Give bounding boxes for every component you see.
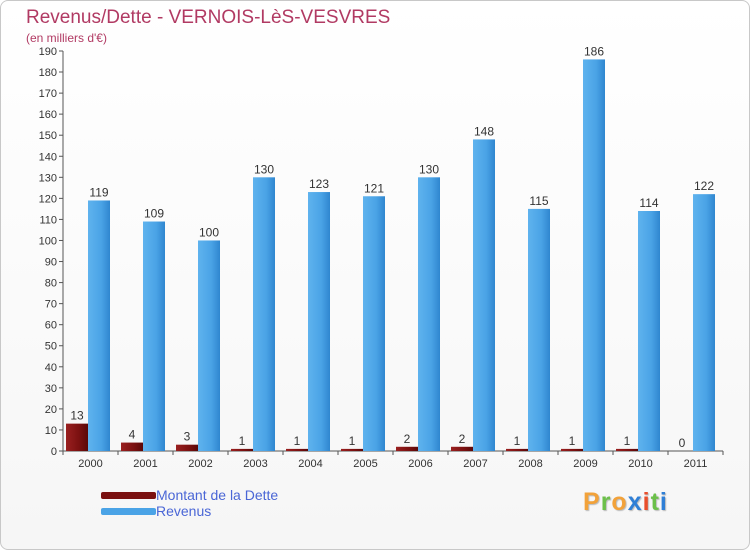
bar-revenus — [693, 194, 715, 451]
legend-label-dette: Montant de la Dette — [156, 487, 279, 503]
bar-revenus — [88, 200, 110, 451]
bar-revenus — [583, 59, 605, 451]
bar-dette — [561, 448, 583, 451]
chart-title: Revenus/Dette - VERNOIS-LèS-VESVRES — [26, 7, 391, 28]
x-tick-label: 2001 — [133, 458, 157, 470]
data-label-dette: 1 — [349, 434, 356, 448]
bar-dette — [286, 448, 308, 451]
y-tick-label: 170 — [39, 88, 57, 100]
x-tick-label: 2007 — [463, 458, 487, 470]
bar-dette — [231, 448, 253, 451]
data-label-revenus: 119 — [89, 185, 108, 199]
bar-dette — [396, 446, 418, 451]
legend-swatch-revenus — [101, 507, 156, 515]
y-tick-label: 120 — [39, 193, 57, 205]
y-tick-label: 160 — [39, 109, 57, 121]
y-tick-label: 30 — [45, 383, 57, 395]
y-tick-label: 180 — [39, 67, 57, 79]
bar-dette — [176, 444, 198, 451]
y-tick-label: 0 — [51, 446, 57, 458]
bar-dette — [451, 446, 473, 451]
data-label-revenus: 148 — [474, 124, 494, 138]
y-tick-label: 80 — [45, 278, 57, 290]
x-tick-label: 2010 — [628, 458, 652, 470]
bar-revenus — [198, 240, 220, 451]
legend-item-revenus: Revenus — [101, 503, 211, 519]
y-tick-label: 60 — [45, 320, 57, 332]
data-label-revenus: 122 — [694, 179, 714, 193]
y-tick-label: 20 — [45, 404, 57, 416]
x-tick-label: 2011 — [684, 458, 708, 470]
legend: Montant de la Dette Revenus — [101, 487, 278, 519]
y-tick-label: 130 — [39, 172, 57, 184]
y-tick-label: 10 — [45, 425, 57, 437]
chart-subtitle: (en milliers d'€) — [26, 31, 107, 45]
bar-revenus — [363, 196, 385, 451]
bar-revenus — [253, 177, 275, 451]
data-label-dette: 0 — [679, 436, 686, 450]
data-label-dette: 3 — [184, 430, 191, 444]
bar-dette — [341, 448, 363, 451]
data-label-revenus: 121 — [364, 181, 384, 195]
y-tick-label: 90 — [45, 257, 57, 269]
bar-revenus — [638, 211, 660, 451]
data-label-revenus: 114 — [639, 196, 658, 210]
x-tick-label: 2006 — [408, 458, 432, 470]
legend-item-dette: Montant de la Dette — [101, 487, 278, 503]
x-tick-label: 2002 — [188, 458, 212, 470]
bar-dette — [121, 442, 143, 451]
legend-label-revenus: Revenus — [156, 503, 212, 519]
bar-dette — [616, 448, 638, 451]
bar-revenus — [418, 177, 440, 451]
data-label-dette: 1 — [294, 434, 301, 448]
y-tick-label: 100 — [39, 235, 57, 247]
data-label-dette: 13 — [70, 409, 84, 423]
x-tick-label: 2003 — [243, 458, 267, 470]
y-tick-label: 50 — [45, 341, 57, 353]
data-label-dette: 2 — [459, 432, 466, 446]
bar-revenus — [308, 192, 330, 452]
y-tick-label: 110 — [39, 214, 57, 226]
bar-dette — [506, 448, 528, 451]
data-label-revenus: 123 — [309, 177, 329, 191]
data-label-revenus: 130 — [254, 162, 274, 176]
bar-revenus — [143, 221, 165, 451]
y-tick-label: 190 — [39, 46, 57, 58]
data-label-dette: 4 — [129, 428, 136, 442]
bar-dette — [66, 423, 88, 451]
x-tick-label: 2005 — [353, 458, 377, 470]
x-tick-label: 2000 — [78, 458, 102, 470]
bar-revenus — [528, 208, 550, 451]
y-tick-label: 150 — [39, 130, 57, 142]
x-tick-label: 2009 — [573, 458, 597, 470]
legend-swatch-dette — [101, 491, 156, 499]
data-label-dette: 1 — [239, 434, 246, 448]
data-label-dette: 1 — [569, 434, 576, 448]
data-label-revenus: 109 — [144, 207, 164, 221]
data-label-revenus: 115 — [529, 194, 548, 208]
y-tick-label: 70 — [45, 299, 57, 311]
data-label-revenus: 186 — [584, 44, 604, 58]
x-tick-label: 2004 — [298, 458, 322, 470]
data-label-dette: 1 — [624, 434, 631, 448]
y-tick-label: 40 — [45, 362, 57, 374]
bar-revenus — [473, 139, 495, 451]
proxiti-logo: Proxiti — [583, 488, 668, 516]
data-label-revenus: 100 — [199, 225, 219, 239]
data-label-dette: 1 — [514, 434, 521, 448]
data-label-revenus: 130 — [419, 162, 439, 176]
y-tick-label: 140 — [39, 151, 57, 163]
x-tick-label: 2008 — [518, 458, 542, 470]
data-label-dette: 2 — [404, 432, 411, 446]
